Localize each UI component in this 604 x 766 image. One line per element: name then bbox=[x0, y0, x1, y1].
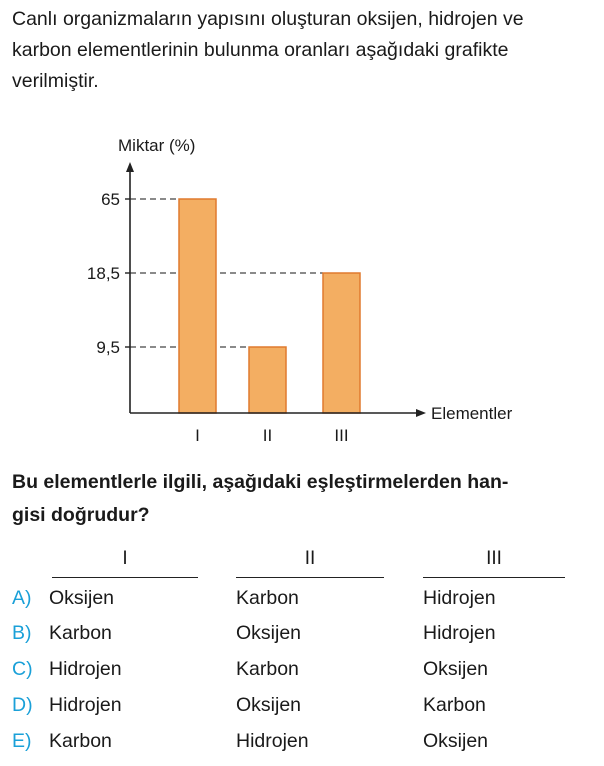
option-e[interactable]: E) Karbon Hidrojen Oksijen bbox=[0, 730, 604, 766]
option-letter: D) bbox=[12, 694, 33, 716]
option-c[interactable]: C) Hidrojen Karbon Oksijen bbox=[0, 658, 604, 694]
bar-i bbox=[178, 198, 217, 414]
intro-line-2: karbon elementlerinin bulunma oranları a… bbox=[12, 39, 509, 61]
option-value-ii: Oksijen bbox=[236, 622, 302, 644]
option-value-iii: Oksijen bbox=[423, 730, 489, 752]
intro-line-3: verilmiştir. bbox=[12, 70, 99, 92]
option-letter: C) bbox=[12, 658, 33, 680]
option-value-ii: Karbon bbox=[236, 658, 299, 680]
column-header-ii: II bbox=[304, 548, 316, 569]
y-axis-label: Miktar (%) bbox=[118, 136, 195, 155]
option-value-i: Hidrojen bbox=[49, 658, 122, 680]
question-line-1: Bu elementlerle ilgili, aşağıdaki eşleşt… bbox=[12, 471, 509, 493]
option-value-i: Karbon bbox=[49, 622, 112, 644]
x-axis-label: Elementler bbox=[431, 404, 513, 423]
option-a[interactable]: A) Oksijen Karbon Hidrojen bbox=[0, 587, 604, 623]
y-tick-label: 65 bbox=[101, 190, 120, 209]
option-value-ii: Karbon bbox=[236, 587, 299, 609]
intro-line-1: Canlı organizmaların yapısını oluşturan … bbox=[12, 8, 524, 30]
option-letter: B) bbox=[12, 622, 32, 644]
option-value-ii: Hidrojen bbox=[236, 730, 309, 752]
option-value-i: Oksijen bbox=[49, 587, 115, 609]
option-value-iii: Karbon bbox=[423, 694, 486, 716]
question-line-2: gisi doğrudur? bbox=[12, 504, 150, 526]
option-value-iii: Hidrojen bbox=[423, 587, 496, 609]
option-value-ii: Oksijen bbox=[236, 694, 302, 716]
column-header-i: I bbox=[122, 548, 128, 569]
column-divider-iii bbox=[423, 577, 565, 578]
y-tick-label: 18,5 bbox=[87, 264, 120, 283]
option-value-i: Hidrojen bbox=[49, 694, 122, 716]
column-header-iii: III bbox=[486, 548, 502, 569]
intro-text: Canlı organizmaların yapısını oluşturan … bbox=[12, 4, 597, 97]
option-value-iii: Hidrojen bbox=[423, 622, 496, 644]
x-tick-label: II bbox=[263, 426, 272, 445]
column-divider-i bbox=[52, 577, 198, 578]
x-tick-label: I bbox=[195, 426, 200, 445]
x-tick-label: III bbox=[334, 426, 348, 445]
bar-ii bbox=[248, 346, 287, 414]
option-b[interactable]: B) Karbon Oksijen Hidrojen bbox=[0, 622, 604, 658]
y-tick-label: 9,5 bbox=[96, 338, 120, 357]
option-value-i: Karbon bbox=[49, 730, 112, 752]
column-divider-ii bbox=[236, 577, 384, 578]
question-text: Bu elementlerle ilgili, aşağıdaki eşleşt… bbox=[12, 466, 597, 532]
bar-chart: 9,518,565 I II III Miktar (%) Elementler bbox=[87, 136, 513, 445]
option-value-iii: Oksijen bbox=[423, 658, 489, 680]
option-letter: E) bbox=[12, 730, 32, 752]
bar-iii bbox=[322, 272, 361, 414]
option-letter: A) bbox=[12, 587, 32, 609]
option-d[interactable]: D) Hidrojen Oksijen Karbon bbox=[0, 694, 604, 730]
